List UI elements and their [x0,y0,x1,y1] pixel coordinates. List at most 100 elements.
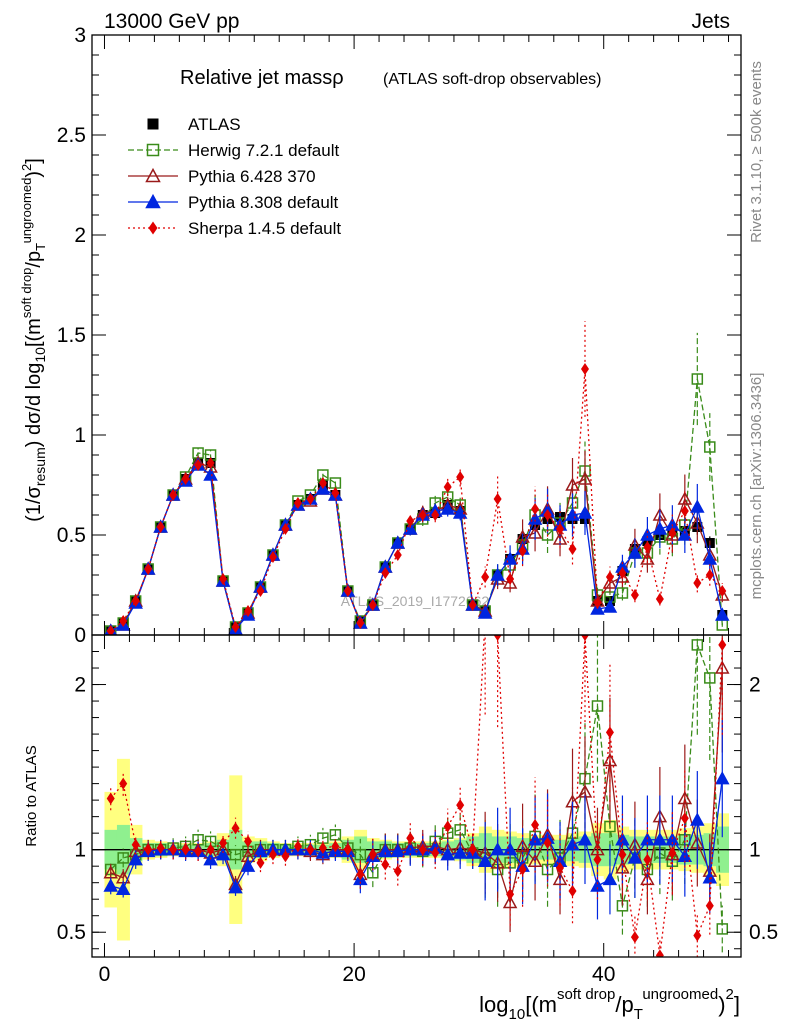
data-point [106,625,115,635]
ratio-point [390,843,406,858]
data-point [244,605,253,617]
data-point [677,527,693,541]
data-point [231,621,240,633]
ratio-point [618,848,627,861]
data-point [194,459,203,471]
ratio-point [640,832,655,846]
ratio-point [219,837,228,850]
ratio-point [169,843,178,856]
ratio-point [440,847,455,861]
ratio-point [406,832,415,845]
legend-item-herwig: Herwig 7.2.1 default [128,141,339,160]
data-point [580,363,589,375]
legend-item-pythia8: Pythia 8.308 default [128,193,339,212]
ratio-point [691,639,704,651]
chart-title: Relative jet massρ (ATLAS soft-drop obse… [180,67,601,89]
data-point [543,509,552,521]
header-left: 13000 GeV pp [104,10,239,33]
series-sherpa [106,321,727,635]
data-point [565,507,580,521]
ratio-point [718,638,727,651]
ratio-point [128,852,143,866]
data-point [680,505,689,517]
data-point [690,499,705,513]
ratio-tick-label: 0.5 [57,921,86,944]
title-main: Relative jet massρ [180,67,344,89]
ratio-panel-frame [91,634,742,958]
ratio-point [518,863,527,876]
legend-item-pythia6: Pythia 6.428 370 [128,167,316,186]
ratio-point [229,848,242,861]
data-point [640,551,655,565]
data-point [181,473,190,485]
data-point [556,523,565,535]
data-point [652,521,668,535]
ratio-point [452,845,468,859]
header-right: Jets [691,10,730,33]
x-tick-label: 40 [592,963,615,986]
legend-marker [146,143,160,157]
data-point [281,523,290,535]
data-point [293,497,302,509]
ratio-point [680,812,689,825]
data-point [616,587,629,599]
ratio-point [144,843,153,856]
ratio-point [527,832,543,846]
ratio-point [502,842,518,856]
data-point [169,489,178,501]
ratio-point [490,842,505,856]
data-point [418,509,427,521]
ratio-point [306,843,315,856]
ratio-point [381,858,390,871]
ratio-point [677,790,693,805]
data-point [268,551,277,563]
data-point [331,487,340,499]
y-tick-label: 2.5 [57,124,86,147]
ratio-point [590,878,605,892]
ratio-point [318,842,327,855]
ratio-point [368,848,377,861]
data-point [577,471,593,485]
ratio-tick-label-right: 2 [749,674,761,697]
data-point [468,599,477,611]
data-point [693,577,702,589]
data-point [493,493,502,505]
data-point [677,491,693,505]
ratio-point [493,635,502,641]
data-point [506,573,515,585]
ratio-series-sherpa [106,635,727,957]
y-axis-title: (1/σresum) dσ/d log10[(msoft drop/pTungr… [19,158,48,522]
data-point [655,593,664,605]
ratio-point [556,861,565,874]
data-point [393,549,402,561]
ratio-point [602,871,618,886]
data-point [643,541,652,553]
ratio-point [690,812,705,826]
mcplots-label: mcplots.cern.ch [arXiv:1306.3436] [748,373,765,600]
ratio-point [630,931,639,944]
ratio-point [693,929,702,942]
data-point [565,477,580,491]
ratio-point [643,853,652,866]
ratio-point [331,840,340,853]
legend-item-atlas: ATLAS [147,115,241,134]
ratio-point [231,822,240,835]
y-tick-label: 1.5 [57,324,86,347]
ratio-axis-title: Ratio to ATLAS [23,745,40,846]
legend-marker [145,167,161,183]
data-point [206,457,215,469]
series-line [110,368,723,632]
data-point [715,607,730,621]
ratio-point [156,842,165,855]
ratio-point [281,850,290,863]
ratio-point [456,799,465,812]
data-point [156,521,165,533]
ratio-point [580,635,589,641]
data-point [144,563,153,575]
data-point [577,505,593,519]
data-point [718,585,727,597]
title-sub: (ATLAS soft-drop observables) [383,71,601,88]
data-point [402,521,418,535]
ratio-point [652,832,668,846]
